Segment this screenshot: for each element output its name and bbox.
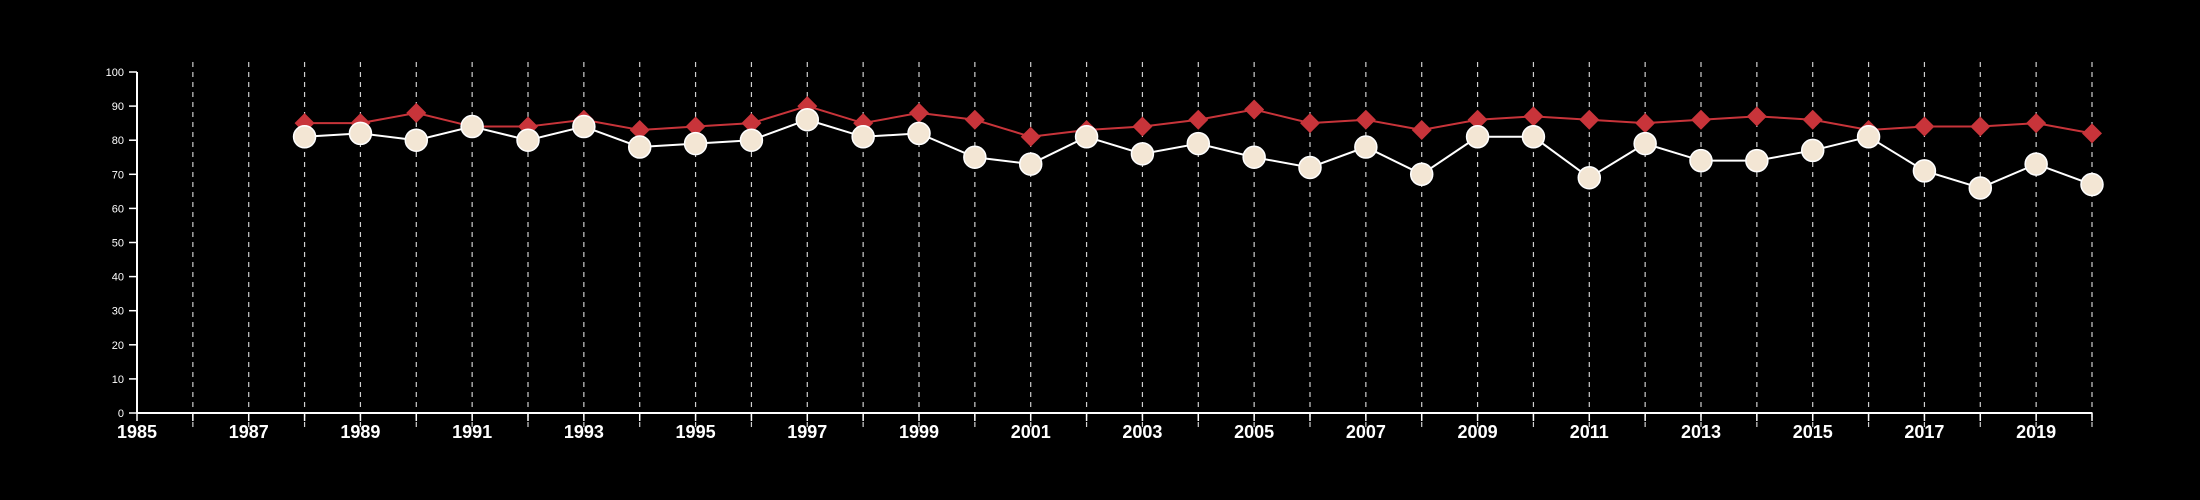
data-point-diamond (2026, 113, 2047, 134)
data-point-diamond (1691, 109, 1711, 130)
data-point-circle (683, 131, 708, 156)
data-point-circle (1298, 155, 1322, 180)
data-point-diamond (1132, 116, 1153, 137)
data-point-diamond (1914, 116, 1935, 137)
data-point-diamond (685, 116, 706, 137)
x-tick-label: 2007 (1346, 422, 1386, 442)
data-point-diamond (406, 102, 427, 123)
data-point-diamond (1188, 109, 1209, 130)
y-tick-label: 20 (112, 340, 124, 352)
data-point-diamond (1020, 126, 1041, 147)
data-point-diamond (1523, 106, 1544, 127)
y-tick-label: 10 (112, 374, 124, 386)
x-tick-label: 1997 (787, 422, 827, 442)
data-point-circle (404, 128, 429, 152)
axes (129, 71, 2093, 421)
data-point-circle (795, 107, 820, 132)
data-point-circle (460, 114, 484, 139)
x-tick-label: 2005 (1234, 422, 1274, 442)
y-tick-label: 70 (112, 169, 124, 181)
data-point-diamond (1244, 99, 1265, 120)
data-point-circle (1745, 148, 1769, 173)
x-tick-label: 1991 (452, 422, 492, 442)
x-tick-label: 1993 (564, 422, 604, 442)
y-tick-label: 0 (118, 408, 124, 420)
data-point-diamond (1746, 106, 1767, 127)
x-tick-label: 2017 (1904, 422, 1944, 442)
data-point-circle (1130, 142, 1155, 166)
data-point-circle (1018, 152, 1043, 176)
x-tick-label: 2013 (1681, 422, 1721, 442)
data-point-diamond (1802, 109, 1823, 130)
data-point-circle (2024, 152, 2048, 176)
data-point-circle (1856, 125, 1881, 149)
x-tick-label: 1985 (117, 422, 157, 442)
x-tick-label: 1995 (676, 422, 716, 442)
data-point-diamond (1411, 119, 1432, 140)
data-point-diamond (1467, 109, 1488, 130)
data-point-circle (1800, 138, 1825, 163)
x-tick-label: 1987 (229, 422, 269, 442)
data-point-circle (907, 121, 931, 146)
data-point-circle (2080, 172, 2104, 197)
data-point-circle (1689, 148, 1713, 173)
y-tick-label: 100 (106, 67, 124, 79)
x-axis-tick-labels: 1985 1987 1989 1991 1993 1995 1997 1999 2001 2003… (117, 422, 2056, 442)
y-axis-tick-labels: 0 10 20 30 40 50 60 70 80 90 100 (106, 67, 124, 420)
y-tick-label: 40 (112, 272, 124, 284)
data-point-diamond (1300, 113, 1320, 134)
data-point-circle (292, 125, 317, 149)
data-point-circle (1409, 162, 1434, 187)
series-1-circle (292, 107, 2104, 200)
x-tick-label: 2009 (1458, 422, 1498, 442)
data-point-diamond (964, 109, 985, 130)
data-point-circle (572, 114, 596, 139)
data-point-circle (348, 121, 373, 146)
y-tick-label: 90 (112, 101, 124, 113)
data-point-circle (1074, 125, 1099, 149)
x-tick-label: 1999 (899, 422, 939, 442)
data-point-circle (627, 135, 652, 159)
data-point-circle (1186, 131, 1211, 156)
x-tick-label: 2015 (1793, 422, 1833, 442)
data-point-circle (1521, 125, 1546, 149)
x-tick-label: 2001 (1011, 422, 1051, 442)
data-point-circle (1912, 159, 1937, 183)
x-tick-label: 1989 (340, 422, 380, 442)
data-point-diamond (741, 113, 762, 134)
data-point-circle (1354, 135, 1378, 159)
data-point-circle (1465, 125, 1490, 149)
x-tick-label: 2019 (2016, 422, 2056, 442)
data-point-circle (1242, 145, 1266, 169)
y-tick-label: 60 (112, 203, 124, 215)
x-tick-label: 2011 (1570, 422, 1609, 442)
data-point-circle (516, 128, 540, 152)
data-point-circle (1577, 165, 1602, 190)
data-point-diamond (629, 119, 650, 140)
data-point-diamond (1635, 113, 1656, 134)
data-point-diamond (1970, 116, 1991, 137)
data-point-circle (963, 145, 987, 169)
data-point-diamond (1355, 109, 1376, 130)
y-tick-label: 30 (112, 306, 124, 318)
data-point-diamond (1579, 109, 1600, 130)
data-point-diamond (909, 102, 929, 123)
data-point-circle (851, 125, 875, 149)
data-point-circle (739, 128, 764, 152)
data-series (292, 96, 2104, 200)
x-tick-label: 2003 (1122, 422, 1162, 442)
data-point-circle (1968, 176, 1993, 200)
data-point-circle (1633, 131, 1657, 156)
data-point-diamond (2082, 123, 2102, 144)
y-tick-label: 50 (112, 238, 124, 250)
y-tick-label: 80 (112, 135, 124, 147)
